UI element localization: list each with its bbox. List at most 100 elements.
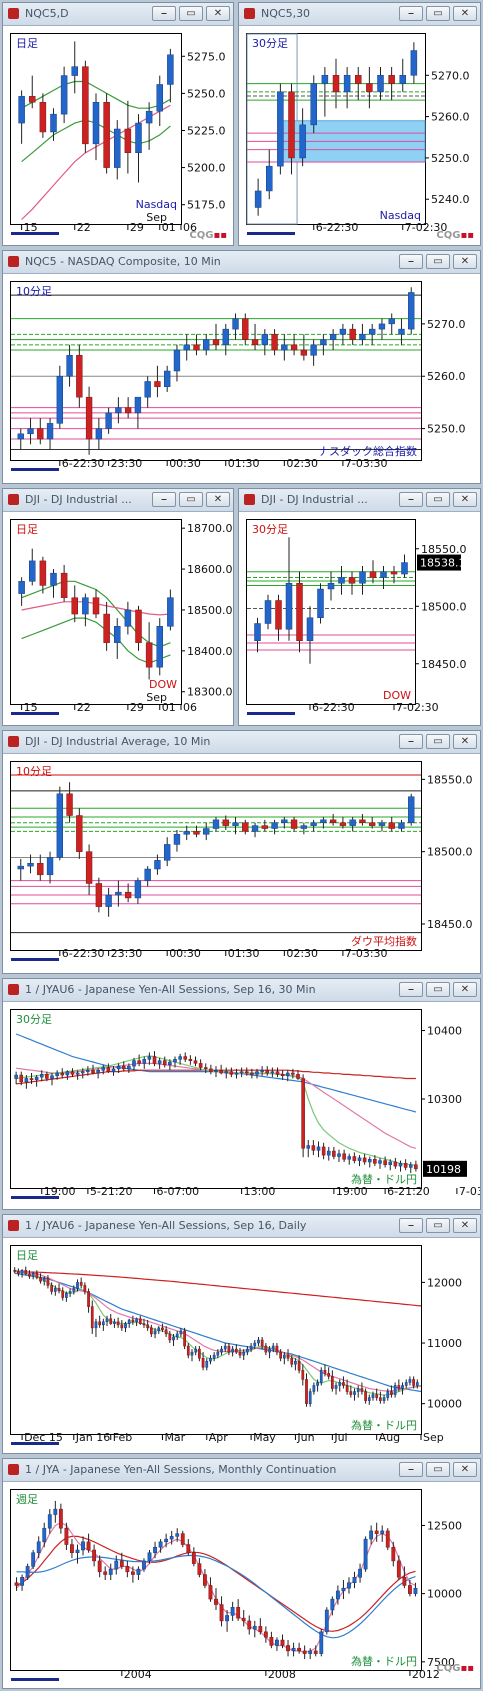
minimize-button[interactable]: ⎯: [399, 6, 423, 21]
close-button[interactable]: ✕: [453, 492, 477, 507]
candle-body: [227, 1345, 231, 1353]
candle-body: [281, 819, 288, 823]
instrument-label: ダウ平均指数: [351, 934, 417, 948]
candle-body: [297, 1647, 302, 1652]
candle-body: [205, 1360, 209, 1368]
candle-body: [244, 1071, 249, 1074]
close-button[interactable]: ✕: [453, 1218, 477, 1233]
maximize-button[interactable]: ▭: [426, 254, 450, 269]
minimize-button[interactable]: ⎯: [399, 1218, 423, 1233]
moving-average-line: [16, 1554, 416, 1639]
moving-average-line: [14, 1272, 422, 1393]
candle-body: [332, 1150, 336, 1157]
chart-plot-area[interactable]: [10, 761, 422, 951]
close-button[interactable]: ✕: [206, 6, 230, 21]
candle-body: [183, 1330, 186, 1347]
window-titlebar[interactable]: NQC5 - NASDAQ Composite, 10 Min ⎯ ▭ ✕: [3, 251, 480, 274]
window-titlebar[interactable]: DJI - DJ Industrial ... ⎯ ▭ ✕: [3, 489, 233, 512]
candle-body: [285, 1072, 290, 1076]
minimize-button[interactable]: ⎯: [399, 492, 423, 507]
maximize-button[interactable]: ▭: [179, 492, 203, 507]
minimize-button[interactable]: ⎯: [399, 982, 423, 997]
candle-body: [212, 819, 220, 829]
y-tick-label: 5260.0: [431, 111, 470, 124]
candle-body: [144, 868, 151, 881]
candle-body: [308, 1391, 312, 1404]
candle-body: [270, 1071, 275, 1074]
candle-body: [113, 1321, 116, 1324]
candle-body: [374, 1530, 379, 1534]
close-button[interactable]: ✕: [453, 254, 477, 269]
candle-body: [342, 1382, 345, 1386]
candle-body: [39, 1277, 42, 1282]
chart-svg: 5270.0 5260.0 5250.0 5240.0 6-22:30 7-02:30 30…: [246, 33, 470, 235]
close-button[interactable]: ✕: [206, 492, 230, 507]
chart-window-dji-10min[interactable]: DJI - DJ Industrial Average, 10 Min ⎯ ▭ …: [2, 730, 481, 974]
candle-body: [277, 91, 284, 167]
chart-window-jpy-30min[interactable]: 1 / JYAU6 - Japanese Yen-All Sessions, S…: [2, 978, 481, 1210]
chart-window-jpy-daily[interactable]: 1 / JYAU6 - Japanese Yen-All Sessions, S…: [2, 1214, 481, 1454]
window-titlebar[interactable]: 1 / JYAU6 - Japanese Yen-All Sessions, S…: [3, 1215, 480, 1238]
x-tick-label: Feb: [113, 1431, 132, 1444]
maximize-button[interactable]: ▭: [426, 1462, 450, 1477]
close-button[interactable]: ✕: [453, 734, 477, 749]
minimize-button[interactable]: ⎯: [399, 1462, 423, 1477]
window-titlebar[interactable]: NQC5,D ⎯ ▭ ✕: [3, 3, 233, 26]
minimize-button[interactable]: ⎯: [399, 254, 423, 269]
candle-body: [90, 1306, 94, 1329]
candle-body: [87, 1291, 90, 1307]
candle-body: [72, 1288, 76, 1292]
candle-body: [255, 1071, 259, 1075]
chart-window-dji-30min[interactable]: DJI - DJ Industrial ... ⎯ ▭ ✕ 18550.0 185…: [238, 488, 481, 726]
candle-body: [359, 571, 366, 584]
chart-window-nasdaq-10min[interactable]: NQC5 - NASDAQ Composite, 10 Min ⎯ ▭ ✕ 52…: [2, 250, 481, 484]
maximize-button[interactable]: ▭: [426, 982, 450, 997]
candle-body: [14, 1582, 19, 1586]
candle-body: [76, 355, 83, 398]
candle-body: [136, 1568, 141, 1575]
chart-window-dji-daily[interactable]: DJI - DJ Industrial ... ⎯ ▭ ✕ 18700.0 186…: [2, 488, 234, 726]
candle-body: [382, 1397, 386, 1401]
minimize-button[interactable]: ⎯: [152, 492, 176, 507]
candle-body: [377, 75, 384, 93]
moving-average-line: [21, 80, 171, 109]
minimize-button[interactable]: ⎯: [399, 734, 423, 749]
minimize-button[interactable]: ⎯: [152, 6, 176, 21]
chart-window-nqc5-30min[interactable]: NQC5,30 ⎯ ▭ ✕ 5270.0 5260.0 5250.0 5240.0 6-…: [238, 2, 481, 246]
candle-body: [158, 1541, 163, 1548]
candle-body: [408, 796, 415, 823]
window-titlebar[interactable]: 1 / JYAU6 - Japanese Yen-All Sessions, S…: [3, 979, 480, 1002]
candle-body: [398, 1163, 403, 1167]
close-button[interactable]: ✕: [453, 1462, 477, 1477]
candle-body: [360, 1388, 364, 1392]
x-tick-label: 02:30: [286, 457, 318, 470]
candle-body: [339, 822, 347, 826]
maximize-button[interactable]: ▭: [426, 492, 450, 507]
chart-window-nqc5-daily[interactable]: NQC5,D ⎯ ▭ ✕ 5275.0 5250.0 5225.0 5200.0 517…: [2, 2, 234, 246]
x-tick-label: 7-03:30: [345, 457, 388, 470]
candle-body: [378, 323, 386, 330]
chart-plot-area[interactable]: [246, 519, 416, 705]
candle-body: [396, 1560, 401, 1578]
moving-average-line: [14, 1270, 422, 1307]
candle-body: [75, 1549, 80, 1553]
candle-body: [364, 1391, 367, 1401]
maximize-button[interactable]: ▭: [426, 734, 450, 749]
candle-body: [265, 1069, 270, 1074]
close-button[interactable]: ✕: [453, 6, 477, 21]
chart-window-jpy-monthly[interactable]: 1 / JYA - Japanese Yen-All Sessions, Mon…: [2, 1458, 481, 1689]
maximize-button[interactable]: ▭: [426, 1218, 450, 1233]
maximize-button[interactable]: ▭: [426, 6, 450, 21]
candle-body: [103, 613, 110, 643]
maximize-button[interactable]: ▭: [179, 6, 203, 21]
timeframe-label: 30分足: [16, 1013, 52, 1026]
window-titlebar[interactable]: 1 / JYA - Japanese Yen-All Sessions, Mon…: [3, 1459, 480, 1482]
candle-body: [251, 339, 259, 346]
window-titlebar[interactable]: DJI - DJ Industrial ... ⎯ ▭ ✕: [239, 489, 480, 512]
candle-body: [349, 819, 356, 826]
y-tick-label: 10300: [427, 1093, 462, 1106]
window-titlebar[interactable]: NQC5,30 ⎯ ▭ ✕: [239, 3, 480, 26]
candle-body: [269, 1637, 274, 1646]
close-button[interactable]: ✕: [453, 982, 477, 997]
window-titlebar[interactable]: DJI - DJ Industrial Average, 10 Min ⎯ ▭ …: [3, 731, 480, 754]
